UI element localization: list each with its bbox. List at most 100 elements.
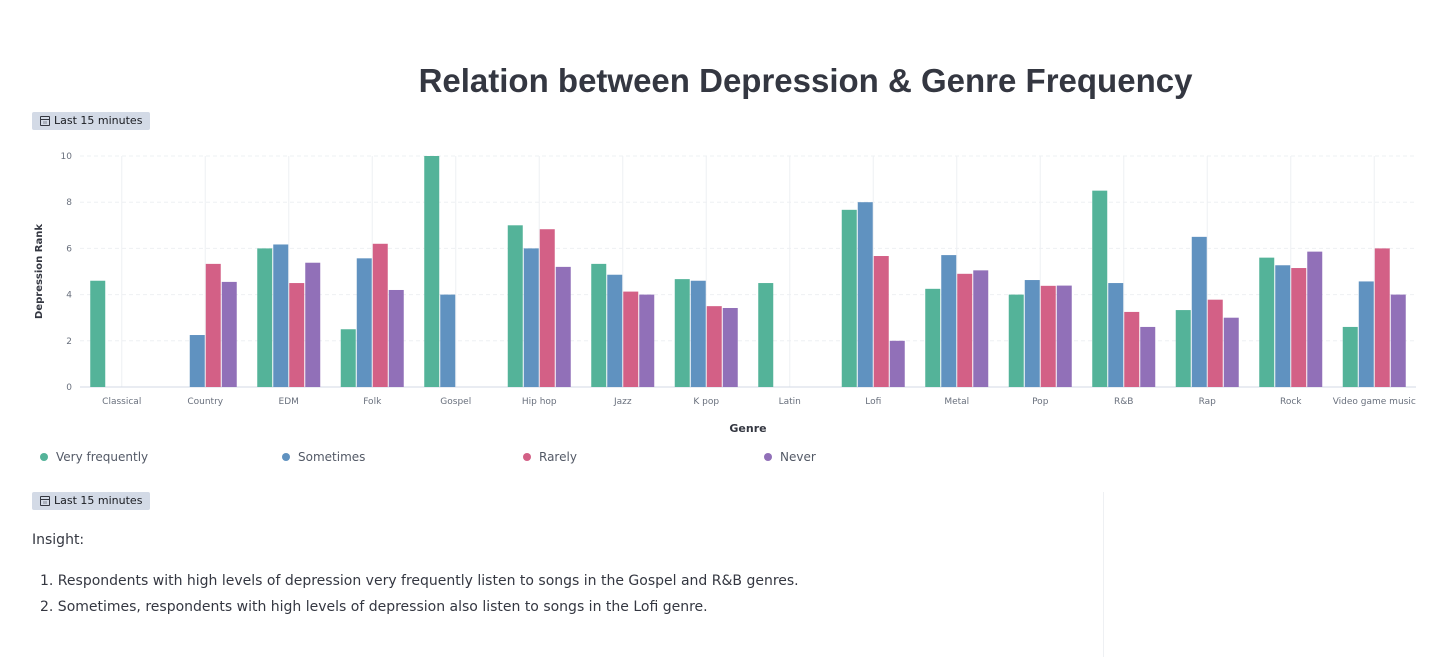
bar-never [1307, 251, 1323, 387]
bar-sometimes [1191, 236, 1207, 387]
legend-label: Sometimes [298, 450, 366, 464]
calendar-icon [40, 496, 50, 506]
insight-list: 1. Respondents with high levels of depre… [32, 568, 1092, 620]
chart-time-badge[interactable]: Last 15 minutes [32, 112, 151, 130]
insight-item: 2. Sometimes, respondents with high leve… [40, 599, 708, 615]
bar-never [639, 294, 655, 387]
legend-dot-icon [523, 453, 531, 461]
y-tick-label: 2 [66, 337, 72, 347]
x-tick-label: EDM [279, 397, 299, 407]
bar-never [305, 262, 321, 387]
chart-time-label: Last 15 minutes [54, 114, 143, 127]
legend-dot-icon [764, 453, 772, 461]
bar-rarely [1374, 248, 1390, 387]
bar-very-frequently [841, 209, 857, 387]
bar-rarely [873, 256, 889, 387]
bar-very-frequently [257, 248, 273, 387]
bar-very-frequently [424, 156, 440, 387]
bar-rarely [1040, 285, 1056, 387]
insight-item: 1. Respondents with high levels of depre… [40, 573, 799, 589]
x-tick-label: Rock [1280, 397, 1302, 407]
bar-never [388, 289, 404, 387]
insight-time-badge[interactable]: Last 15 minutes [32, 492, 151, 510]
bar-rarely [205, 263, 221, 387]
bar-rarely [1124, 311, 1140, 387]
bar-sometimes [1275, 265, 1291, 387]
insight-panel: Insight: 1. Respondents with high levels… [32, 532, 1092, 620]
bar-rarely [372, 243, 388, 387]
bar-sometimes [273, 244, 289, 387]
legend-label: Never [780, 450, 816, 464]
x-axis-title: Genre [729, 422, 766, 435]
bar-never [722, 307, 738, 387]
legend-label: Very frequently [56, 450, 149, 464]
bar-rarely [957, 273, 973, 387]
bar-chart: 0 2 4 6 8 10 Classical Country EDM Folk Gospel Hip … [34, 152, 1416, 435]
bar-sometimes [607, 274, 623, 387]
bar-never [1140, 326, 1156, 387]
bar-sometimes [1358, 281, 1374, 387]
bar-very-frequently [340, 329, 356, 387]
legend-label: Rarely [539, 450, 577, 464]
bar-rarely [623, 291, 639, 387]
insight-time-label: Last 15 minutes [54, 494, 143, 507]
bar-never [1223, 317, 1239, 387]
x-tick-label: Folk [363, 397, 382, 407]
legend-dot-icon [282, 453, 290, 461]
panel-divider [1103, 492, 1104, 657]
dashboard-title: Relation between Depression & Genre Freq… [418, 62, 1193, 99]
x-tick-label: K pop [693, 397, 719, 407]
bar-rarely [1291, 268, 1307, 387]
bar-never [221, 281, 237, 387]
y-tick-label: 8 [66, 198, 72, 208]
bar-sometimes [1108, 283, 1124, 387]
chart-panel: 0 2 4 6 8 10 Classical Country EDM Folk Gospel Hip … [16, 112, 1442, 480]
bar-very-frequently [925, 288, 941, 387]
bar-very-frequently [1259, 257, 1275, 387]
bar-very-frequently [1092, 190, 1108, 387]
bar-very-frequently [758, 283, 774, 387]
x-tick-label: Pop [1032, 397, 1049, 407]
bar-never [1390, 294, 1406, 387]
bar-very-frequently [674, 279, 690, 387]
legend-item-sometimes[interactable]: Sometimes [282, 450, 365, 464]
bar-sometimes [857, 202, 873, 387]
bar-very-frequently [1342, 326, 1358, 387]
bar-rarely [1207, 299, 1223, 387]
bar-sometimes [941, 255, 957, 387]
x-tick-label: Gospel [440, 397, 471, 407]
bar-sometimes [356, 258, 372, 387]
bar-sometimes [440, 294, 456, 387]
bar-sometimes [189, 335, 205, 387]
x-tick-label: Country [187, 397, 223, 407]
calendar-icon [40, 116, 50, 126]
x-tick-label: Jazz [613, 397, 632, 407]
legend-dot-icon [40, 453, 48, 461]
x-tick-label: Metal [944, 397, 969, 407]
y-axis-title: Depression Rank [34, 224, 45, 319]
bar-sometimes [523, 248, 539, 387]
y-tick-label: 10 [61, 152, 73, 162]
y-tick-label: 0 [66, 383, 72, 393]
bar-very-frequently [90, 280, 106, 387]
legend-item-never[interactable]: Never [764, 450, 816, 464]
x-tick-label: R&B [1114, 397, 1133, 407]
y-tick-label: 6 [66, 244, 72, 254]
x-tick-label: Lofi [865, 397, 881, 407]
bar-very-frequently [1175, 310, 1191, 387]
legend-item-very-frequently[interactable]: Very frequently [40, 450, 148, 464]
y-tick-label: 4 [66, 291, 72, 301]
bar-never [1056, 285, 1072, 387]
bar-never [973, 270, 989, 387]
bar-very-frequently [591, 263, 607, 387]
x-tick-label: Classical [102, 397, 141, 407]
bar-rarely [289, 283, 305, 387]
x-tick-label: Video game music [1333, 397, 1416, 407]
bar-sometimes [690, 280, 706, 387]
x-tick-label: Latin [779, 397, 801, 407]
bar-never [555, 266, 571, 387]
bar-very-frequently [507, 225, 523, 387]
legend-item-rarely[interactable]: Rarely [523, 450, 577, 464]
bar-rarely [706, 306, 722, 387]
x-tick-label: Rap [1199, 397, 1217, 407]
